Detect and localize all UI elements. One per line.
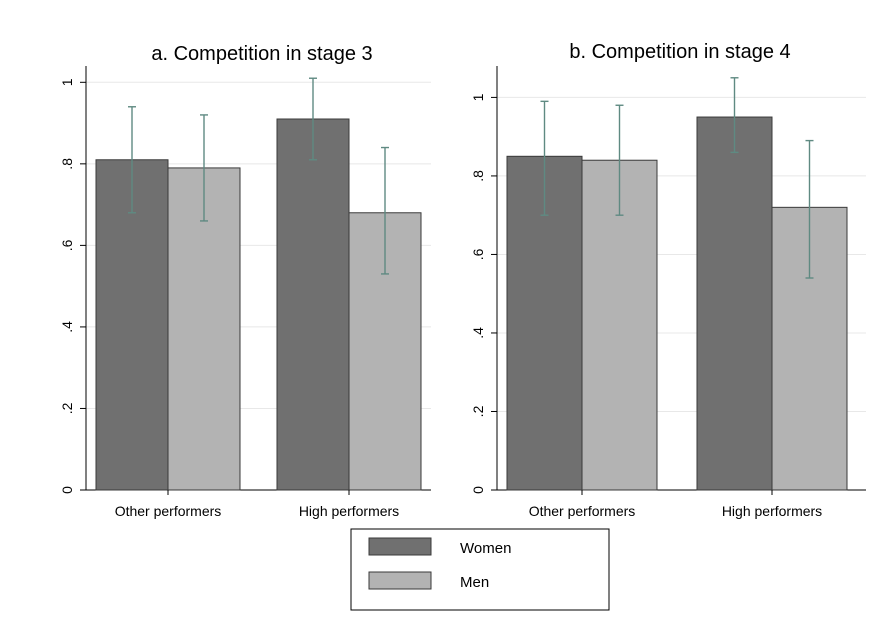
- category-label: Other performers: [115, 503, 222, 519]
- y-tick-label: 1: [470, 93, 486, 101]
- bar-women-high: [696, 116, 773, 491]
- y-tick-label: .2: [470, 405, 486, 417]
- legend-swatch-men: [368, 571, 432, 590]
- y-tick-label: .4: [59, 321, 75, 333]
- y-tick-label: .6: [470, 248, 486, 260]
- category-label: High performers: [299, 503, 399, 519]
- legend: Women Men: [350, 528, 610, 611]
- legend-label-men: Men: [460, 574, 489, 591]
- y-tick-label: .6: [59, 239, 75, 251]
- panel-a: a. Competition in stage 3 0 .2 .4 .6 .8 1 Other…: [59, 43, 431, 519]
- y-tick-label: .8: [470, 170, 486, 182]
- legend-swatch-women: [368, 537, 432, 556]
- category-label: Other performers: [529, 503, 636, 519]
- y-tick-label: 1: [59, 78, 75, 86]
- legend-label-women: Women: [460, 540, 511, 557]
- y-tick-label: 0: [470, 486, 486, 494]
- legend-box: [350, 528, 610, 611]
- category-label: High performers: [722, 503, 822, 519]
- panel-title: a. Competition in stage 3: [151, 43, 372, 65]
- y-tick-label: .4: [470, 327, 486, 339]
- panel-b: b. Competition in stage 4 0 .2 .4 .6 .8 1 Other…: [470, 41, 866, 519]
- y-tick-label: .2: [59, 402, 75, 414]
- bar-women-other: [95, 159, 169, 491]
- bar-women-high: [276, 118, 350, 491]
- y-tick-label: .8: [59, 158, 75, 170]
- panel-title: b. Competition in stage 4: [569, 41, 790, 63]
- y-tick-label: 0: [59, 486, 75, 494]
